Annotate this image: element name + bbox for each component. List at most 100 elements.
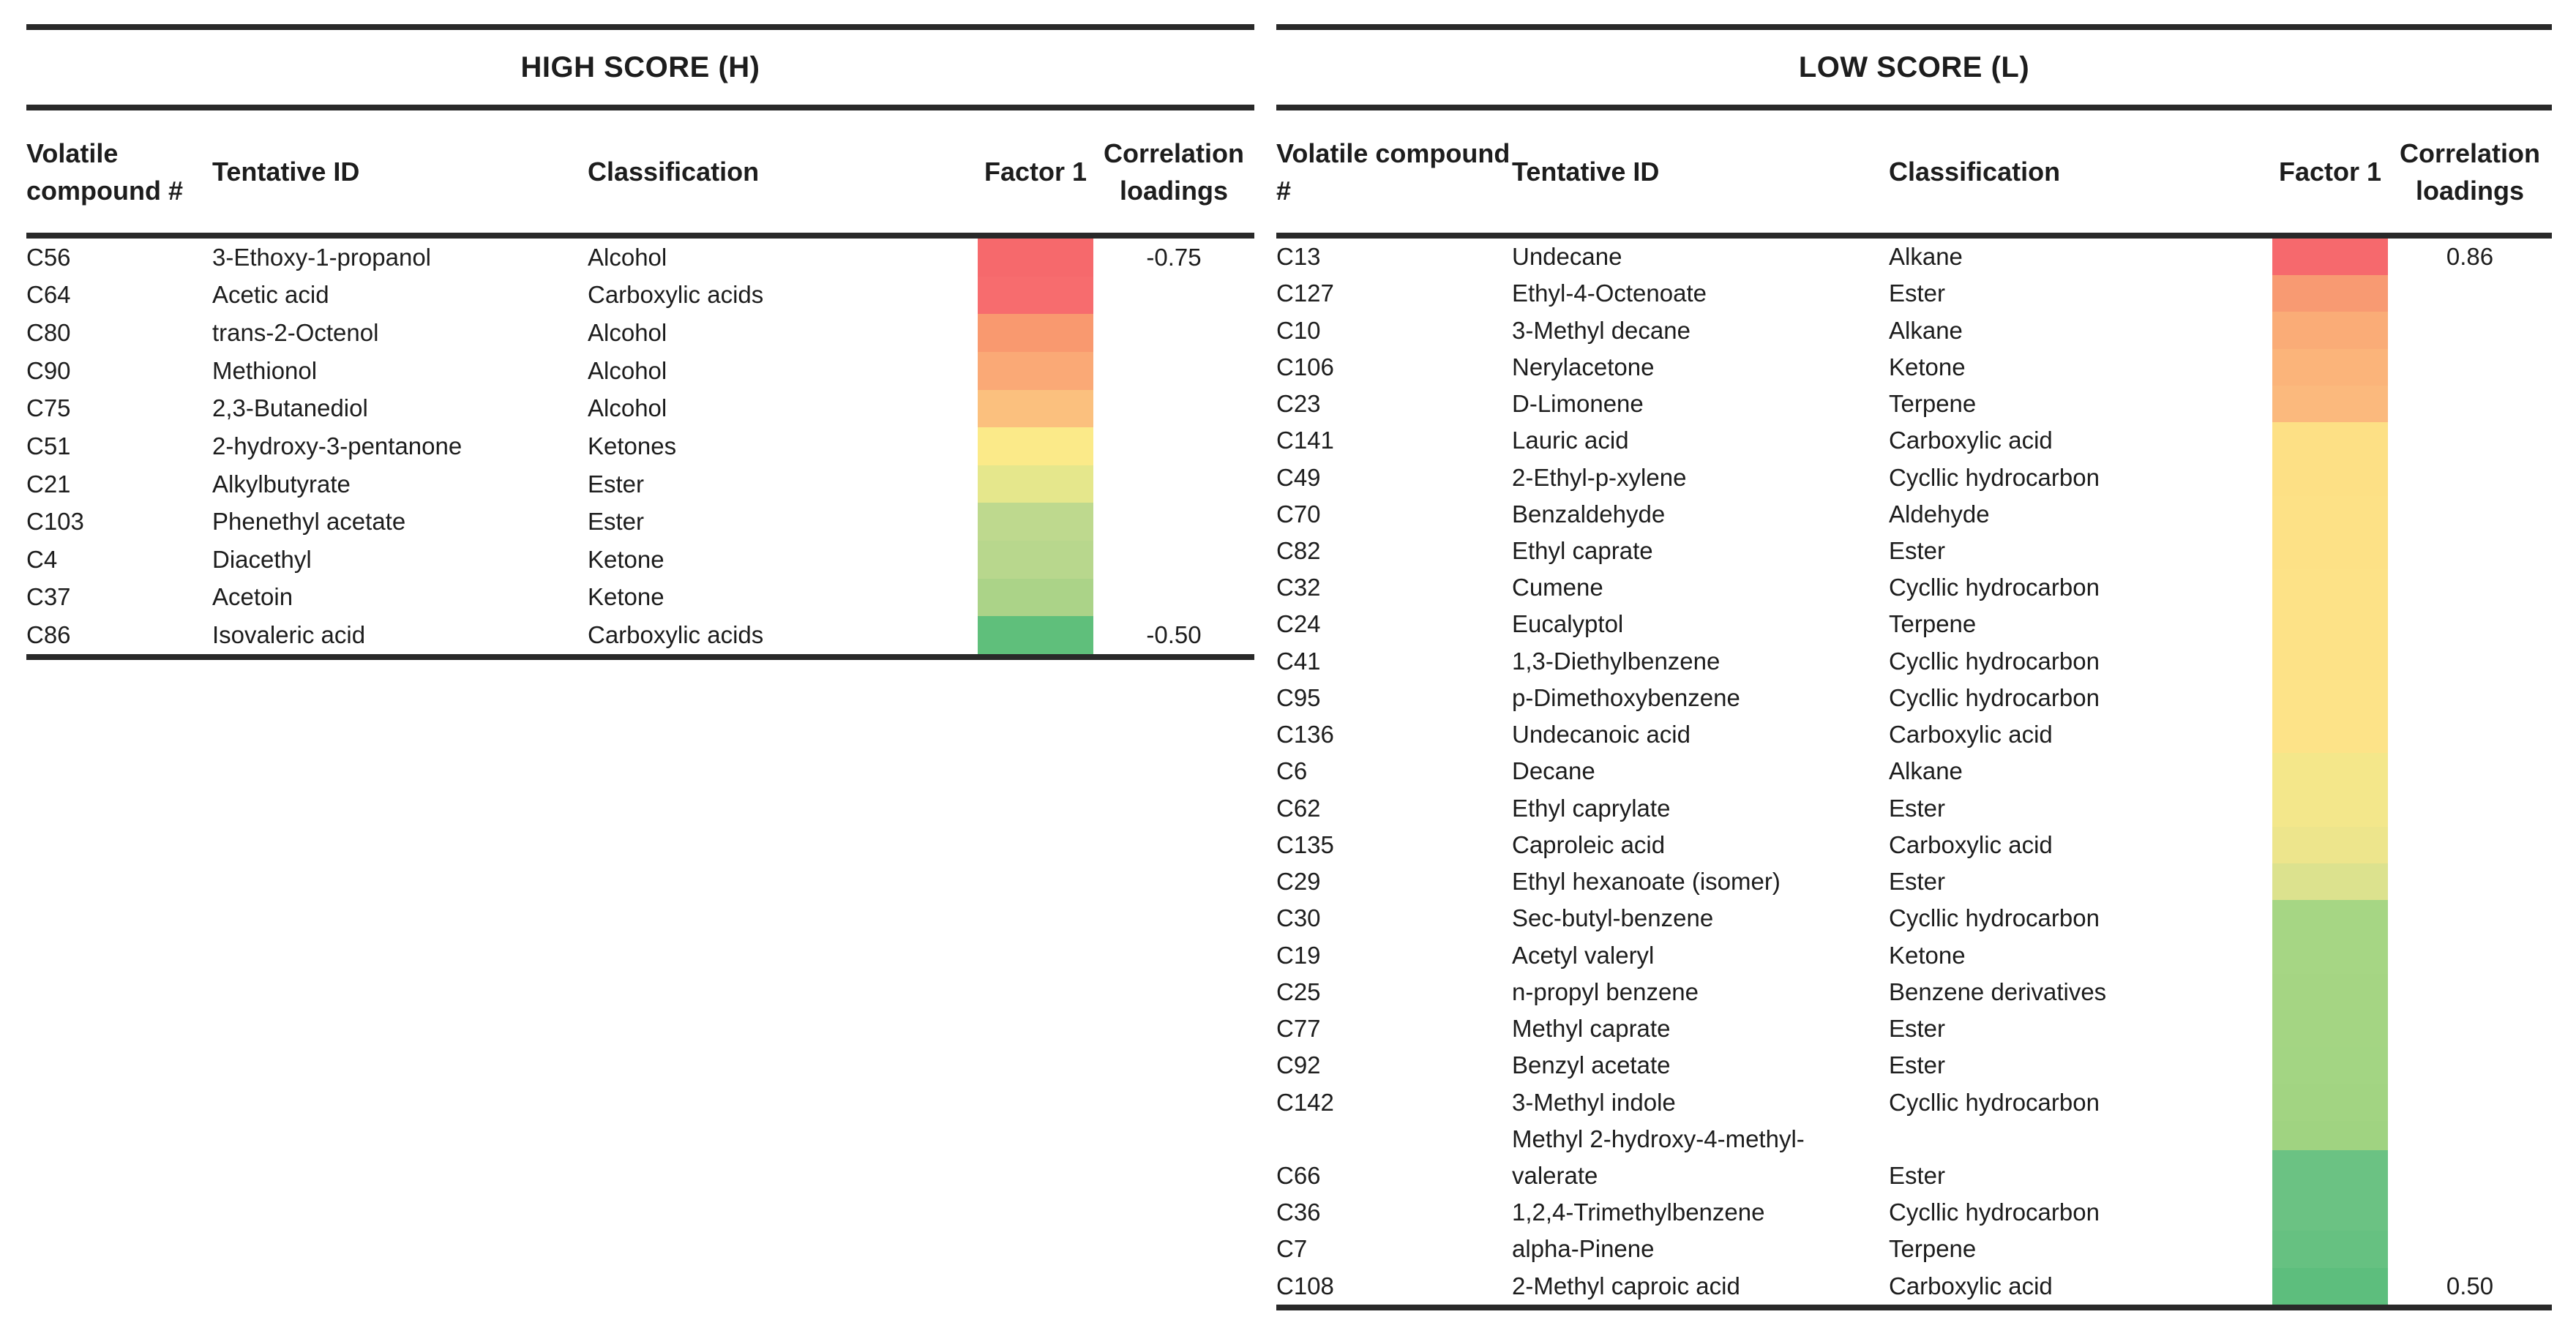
low-score-table: LOW SCORE (L) Volatile compound # Tentat… <box>1276 24 2552 1310</box>
classification-cell: Aldehyde <box>1889 500 1990 528</box>
compound-cell: C13 <box>1276 243 1321 271</box>
factor1-color-cell <box>2272 863 2388 901</box>
table-row: C92 Benzyl acetate Ester <box>1276 1047 2552 1084</box>
classification-cell: Ketone <box>1889 941 1966 969</box>
table-row: C95 p-Dimethoxybenzene Cycllic hydrocarbon <box>1276 679 2552 717</box>
classification-cell: Carboxylic acid <box>1889 830 2053 858</box>
tentative-id-cell: Benzyl acetate <box>1512 1051 1671 1079</box>
factor1-color-swatch <box>2272 239 2388 276</box>
factor1-color-cell <box>978 351 1093 390</box>
tentative-id-cell: D-Limonene <box>1512 390 1644 418</box>
factor1-color-cell <box>2272 312 2388 349</box>
factor1-color-cell <box>2272 1194 2388 1231</box>
factor1-color-swatch <box>2272 495 2388 533</box>
compound-cell: C62 <box>1276 794 1321 822</box>
table-body: C13 Undecane Alkane 0.86 C127 Ethyl-4-Octenoa… <box>1276 239 2552 1305</box>
tentative-id-cell: Nerylacetone <box>1512 353 1655 380</box>
factor1-color-cell <box>2272 1084 2388 1121</box>
table-row: C70 Benzaldehyde Aldehyde <box>1276 495 2552 533</box>
tentative-id-cell: 2,3-Butanediol <box>212 394 368 422</box>
factor1-color-swatch <box>2272 642 2388 680</box>
tentative-id-cell: Methyl caprate <box>1512 1015 1671 1043</box>
tentative-id-cell: 1,2,4-Trimethylbenzene <box>1512 1198 1765 1226</box>
factor1-color-swatch <box>2272 1084 2388 1121</box>
compound-cell: C135 <box>1276 830 1334 858</box>
factor1-color-swatch <box>2272 973 2388 1010</box>
factor1-color-swatch <box>978 351 1093 390</box>
classification-cell: Carboxylic acid <box>1889 1272 2053 1299</box>
tentative-id-cell: Undecanoic acid <box>1512 721 1690 749</box>
classification-cell: Ester <box>1889 868 1946 896</box>
loading-cell <box>2388 680 2552 716</box>
table-row: C108 2-Methyl caproic acid Carboxylic acid… <box>1276 1267 2552 1305</box>
factor1-color-swatch <box>2272 753 2388 790</box>
compound-cell: C70 <box>1276 500 1321 528</box>
table-row: C86 Isovaleric acid Carboxylic acids -0.50 <box>26 616 1254 654</box>
table-row: C66 Methyl 2-hydroxy-4-methyl-valerate Est… <box>1276 1120 2552 1195</box>
tentative-id-cell: Sec-butyl-benzene <box>1512 904 1714 932</box>
table-row: C141 Lauric acid Carboxylic acid <box>1276 422 2552 459</box>
factor1-color-cell <box>2272 459 2388 496</box>
tentative-id-cell: Diacethyl <box>212 545 312 573</box>
compound-cell: C108 <box>1276 1272 1334 1299</box>
loading-cell <box>2388 937 2552 973</box>
factor1-color-cell <box>2272 569 2388 607</box>
table-title: HIGH SCORE (H) <box>520 50 760 83</box>
compound-cell: C103 <box>26 508 84 536</box>
table-header-row: Volatile compound # Tentative ID Classif… <box>1276 110 2552 233</box>
compound-cell: C90 <box>26 356 71 384</box>
classification-cell: Cycllic hydrocarbon <box>1889 904 2100 932</box>
factor1-color-swatch <box>2272 459 2388 496</box>
classification-cell: Alcohol <box>588 394 667 422</box>
compound-cell: C37 <box>26 583 71 611</box>
factor1-color-cell <box>2272 239 2388 276</box>
table-row: C51 2-hydroxy-3-pentanone Ketones <box>26 427 1254 465</box>
tentative-id-cell: Ethyl caprate <box>1512 536 1653 564</box>
loading-cell <box>1093 390 1254 428</box>
loading-cell <box>2388 422 2552 459</box>
table-row: C49 2-Ethyl-p-xylene Cycllic hydrocarbon <box>1276 459 2552 496</box>
factor1-color-cell <box>978 314 1093 352</box>
column-header-loadings: Correlation loadings <box>1103 138 1245 206</box>
factor1-color-swatch <box>2272 569 2388 607</box>
compound-cell: C51 <box>26 432 71 459</box>
factor1-color-cell <box>978 465 1093 503</box>
factor1-color-swatch <box>2272 863 2388 901</box>
table-row: C10 3-Methyl decane Alkane <box>1276 312 2552 349</box>
loading-cell <box>2388 569 2552 606</box>
compound-cell: C29 <box>1276 868 1321 896</box>
table-body: C56 3-Ethoxy-1-propanol Alcohol -0.75 C64 Ace… <box>26 239 1254 654</box>
table-row: C7 alpha-Pinene Terpene <box>1276 1231 2552 1268</box>
tentative-id-cell: 1,3-Diethylbenzene <box>1512 647 1721 675</box>
high-score-table: HIGH SCORE (H) Volatile compound # Tenta… <box>26 24 1254 660</box>
tentative-id-cell: n-propyl benzene <box>1512 978 1699 1005</box>
table-bottom-rule <box>1276 1304 2552 1310</box>
tentative-id-cell: Acetic acid <box>212 281 329 309</box>
tentative-id-cell: Ethyl-4-Octenoate <box>1512 280 1707 307</box>
factor1-color-cell <box>2272 495 2388 533</box>
factor1-color-swatch <box>978 389 1093 428</box>
factor1-color-cell <box>2272 606 2388 643</box>
factor1-color-swatch <box>978 465 1093 503</box>
factor1-color-swatch <box>2272 1047 2388 1084</box>
compound-cell: C127 <box>1276 280 1334 307</box>
loading-cell <box>2388 312 2552 348</box>
loading-cell <box>2388 716 2552 753</box>
factor1-color-swatch <box>978 503 1093 541</box>
classification-cell: Benzene derivatives <box>1889 978 2107 1005</box>
loading-cell: -0.50 <box>1146 621 1202 649</box>
table-row: C41 1,3-Diethylbenzene Cycllic hydrocarbon <box>1276 642 2552 680</box>
loading-cell <box>1093 352 1254 390</box>
loading-cell <box>2388 459 2552 495</box>
factor1-color-swatch <box>2272 789 2388 827</box>
factor1-color-cell <box>2272 385 2388 423</box>
factor1-color-cell <box>2272 348 2388 386</box>
tentative-id-cell: 3-Methyl indole <box>1512 1088 1676 1116</box>
loading-cell <box>1093 503 1254 541</box>
factor1-color-cell <box>2272 1047 2388 1084</box>
compound-cell: C64 <box>26 281 71 309</box>
tentative-id-cell: Acetyl valeryl <box>1512 941 1655 969</box>
table-row: C103 Phenethyl acetate Ester <box>26 503 1254 541</box>
factor1-color-cell <box>2272 789 2388 827</box>
